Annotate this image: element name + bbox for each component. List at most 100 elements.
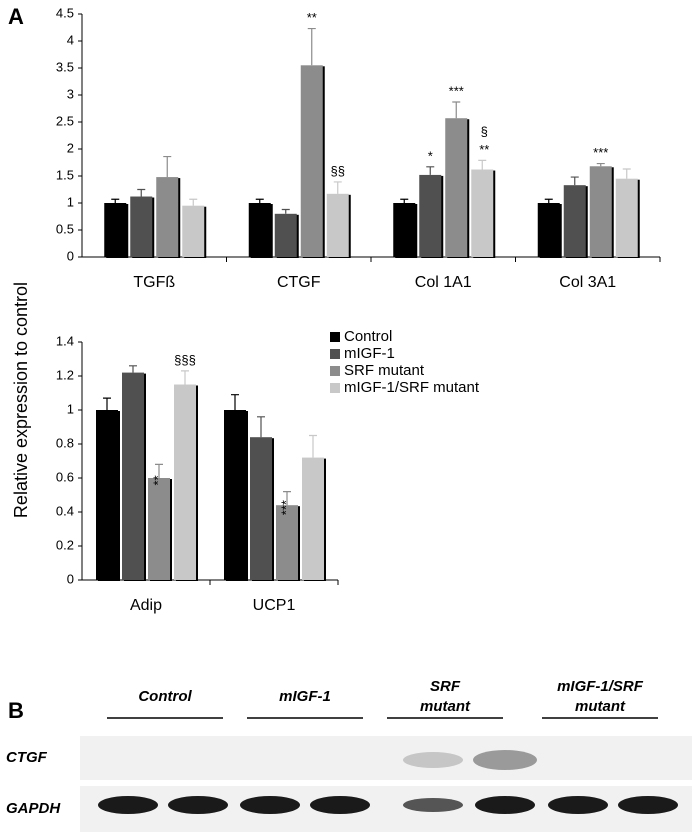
bar [250,437,272,580]
y-tick-label: 0 [67,571,74,586]
error-bar [426,166,435,175]
bar [563,185,586,257]
error-bar [257,416,265,438]
y-tick-label: 3 [67,86,74,101]
error-bar [181,370,189,385]
bar [274,213,297,257]
legend-label: SRF mutant [344,362,425,379]
y-tick-label: 2.5 [56,113,74,128]
legend-label: Control [344,328,392,345]
bar [130,196,153,257]
annotation: *** [278,500,293,515]
x-tick-label: UCP1 [253,597,296,614]
annotation: § [481,124,488,139]
blot-band [403,798,463,812]
blot-band [310,796,370,814]
error-bar [111,198,120,203]
bar [156,177,179,257]
error-bar [155,463,163,478]
y-tick-label: 2 [67,140,74,155]
bar [276,505,298,580]
blot-band [403,752,463,768]
y-tick-label: 1.2 [56,367,74,382]
error-bar [333,181,342,194]
error-bar [231,394,239,410]
y-axis-label: Relative expression to control [11,282,31,518]
y-tick-label: 3.5 [56,59,74,74]
annotation: ** [150,475,165,485]
error-bar [189,198,198,206]
blot-group-label: mutant [420,698,471,715]
bar [302,457,324,580]
bar [182,205,205,257]
x-tick-label: Adip [130,597,162,614]
error-bar [137,188,146,197]
bar [224,410,246,580]
blot-band [240,796,300,814]
annotation: §§ [331,163,345,178]
annotation: ** [307,10,317,25]
panel-label: A [8,4,24,29]
bar [445,118,468,257]
error-bar [570,176,579,186]
error-bar [283,491,291,506]
blot-group-label: mIGF-1 [279,688,331,705]
blot-band [473,750,537,770]
legend-label: mIGF-1/SRF mutant [344,379,480,396]
bar [419,174,442,257]
error-bar [478,159,487,170]
error-bar [255,198,264,203]
y-tick-label: 1 [67,194,74,209]
blot-group-label: mutant [575,698,626,715]
bar [148,478,170,580]
bar [300,65,323,257]
error-bar [129,365,137,373]
panel-label: B [8,698,24,723]
bar [471,169,494,257]
bar [104,203,127,257]
blot-band [98,796,158,814]
bar [248,203,271,257]
error-bar [103,397,111,410]
y-tick-label: 4 [67,32,74,47]
annotation: §§§ [174,352,196,367]
y-tick-label: 0.2 [56,537,74,552]
blot-band [475,796,535,814]
blot-strip [80,736,692,780]
bar [122,372,144,580]
y-tick-label: 1 [67,401,74,416]
error-bar [281,208,290,214]
y-tick-label: 0.6 [56,469,74,484]
y-tick-label: 0.8 [56,435,74,450]
y-tick-label: 0 [67,248,74,263]
bar [326,193,349,257]
annotation: *** [593,145,608,160]
blot-group-label: SRF [430,678,461,695]
x-tick-label: Col 3A1 [559,274,616,291]
blot-row-label: CTGF [6,749,48,766]
blot-band [548,796,608,814]
y-tick-label: 0.4 [56,503,74,518]
blot-group-label: mIGF-1/SRF [557,678,644,695]
x-tick-label: CTGF [277,274,321,291]
error-bar [307,27,316,66]
legend-label: mIGF-1 [344,345,395,362]
y-tick-label: 1.4 [56,333,74,348]
bar [393,203,416,257]
bar [96,410,118,580]
blot-group-label: Control [138,688,192,705]
bar [174,384,196,580]
annotation: * [428,148,433,163]
blot-band [168,796,228,814]
y-tick-label: 0.5 [56,221,74,236]
legend-swatch [330,349,340,359]
y-tick-label: 4.5 [56,5,74,20]
bar [615,178,638,257]
legend-swatch [330,366,340,376]
error-bar [596,162,605,167]
y-tick-label: 1.5 [56,167,74,182]
error-bar [309,434,317,458]
error-bar [452,101,461,119]
blot-row-label: GAPDH [6,800,61,817]
